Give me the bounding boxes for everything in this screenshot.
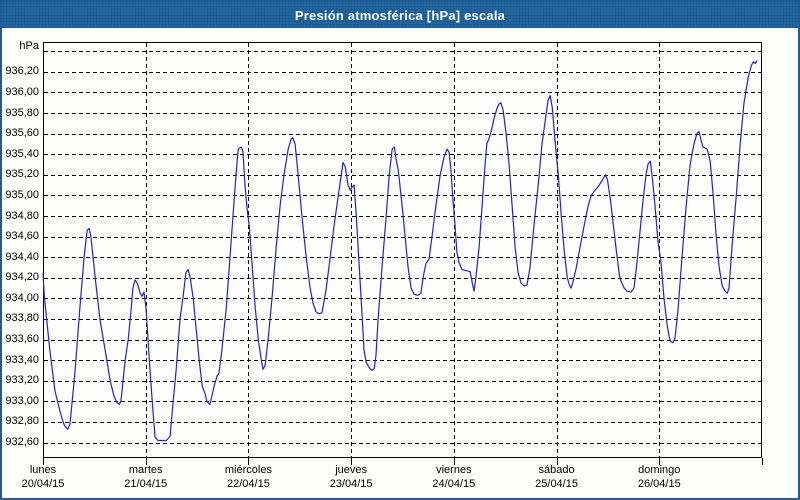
window-title: Presión atmosférica [hPa] escala (294, 7, 506, 23)
y-tick-label: 935,00 (5, 188, 39, 201)
plot-area (42, 42, 763, 465)
y-tick-label: 932,60 (5, 436, 39, 449)
y-tick-label: 934,60 (5, 230, 39, 243)
x-tick-day-label: jueves (335, 464, 368, 476)
y-tick-label: 933,40 (5, 353, 39, 366)
y-tick-label: 936,20 (5, 65, 39, 78)
title-bar: Presión atmosférica [hPa] escala (2, 2, 798, 28)
y-tick-label: 936,00 (5, 85, 39, 98)
y-tick-label: 934,80 (5, 209, 39, 222)
y-tick-label: 934,20 (5, 271, 39, 284)
y-tick-label: 935,80 (5, 106, 39, 119)
x-tick-day-label: sábado (538, 464, 575, 476)
y-tick-label: 934,00 (5, 291, 39, 304)
x-tick-day-label: miércoles (224, 464, 272, 476)
x-tick-date-label: 20/04/15 (21, 478, 65, 490)
y-tick-label: 935,60 (5, 127, 39, 140)
y-tick-label: 933,20 (5, 374, 39, 387)
y-axis-unit-label: hPa (19, 40, 39, 52)
y-tick-label: 933,60 (5, 333, 39, 346)
y-tick-label: 935,20 (5, 168, 39, 181)
x-tick-date-label: 22/04/15 (227, 478, 270, 490)
x-tick-day-label: viernes (436, 464, 472, 476)
x-tick-day-label: martes (128, 464, 163, 476)
chart-area: hPa 936,20 936,00 935,80 935,60 935,40 935,20… (2, 28, 798, 498)
x-tick-date-label: 23/04/15 (329, 478, 373, 490)
x-tick-date-label: 24/04/15 (432, 478, 476, 490)
y-tick-label: 934,40 (5, 250, 39, 263)
y-tick-label: 932,80 (5, 415, 39, 428)
x-tick-day-label: domingo (638, 464, 681, 476)
y-tick-label: 933,00 (5, 394, 39, 407)
x-tick-day-label: lunes (29, 464, 57, 476)
x-tick-date-label: 21/04/15 (124, 478, 168, 490)
pressure-line-chart (42, 42, 763, 465)
x-tick-date-label: 26/04/15 (637, 478, 681, 490)
y-tick-label: 935,40 (5, 147, 39, 160)
y-tick-label: 933,80 (5, 312, 39, 325)
x-tick-date-label: 25/04/15 (535, 478, 578, 490)
